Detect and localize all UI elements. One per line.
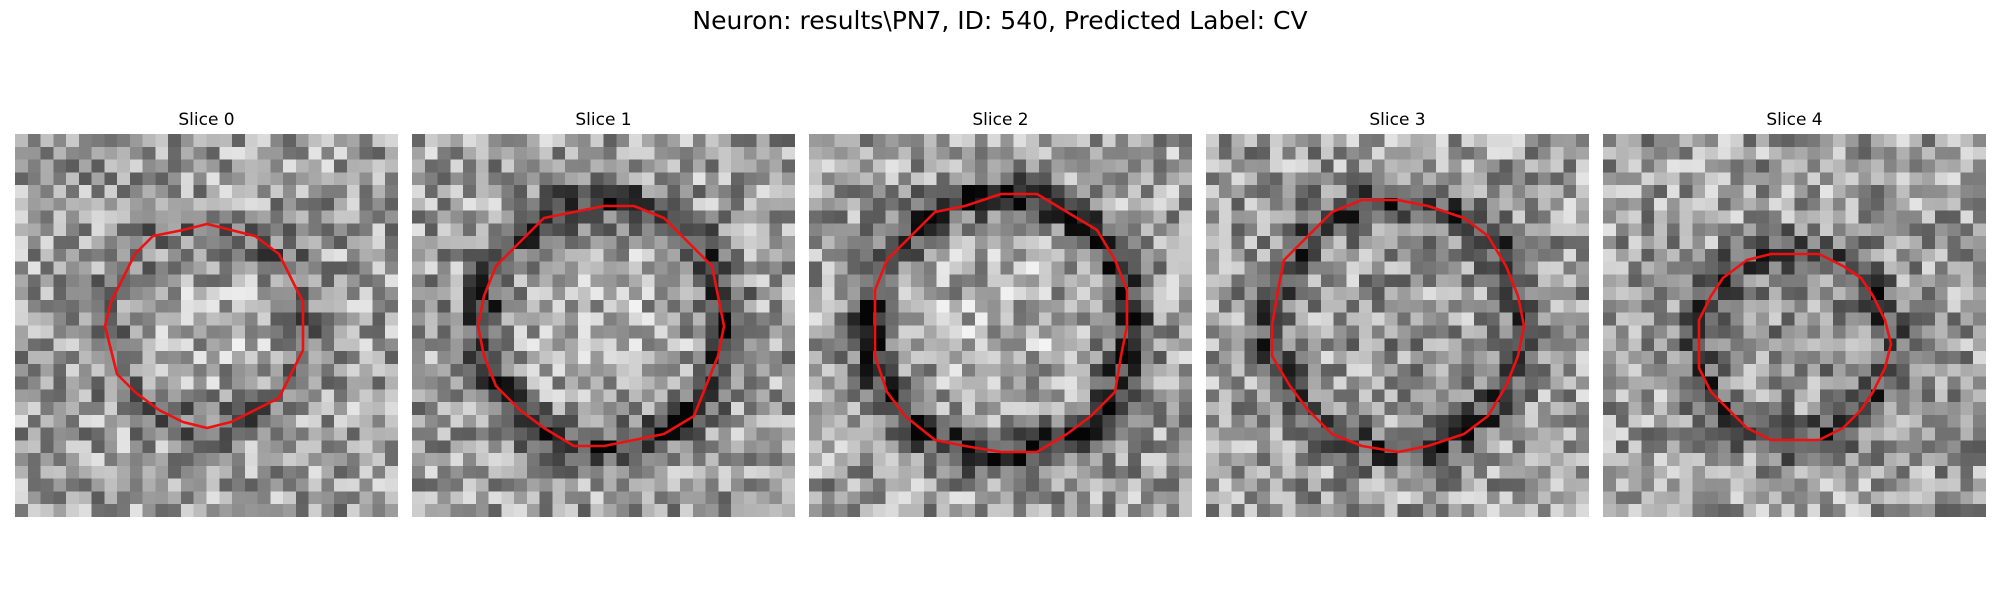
slice-2-panel: [809, 134, 1192, 517]
slice-4-contour: [1603, 134, 1986, 517]
slice-3-title: Slice 3: [1206, 110, 1589, 130]
slice-4-panel: [1603, 134, 1986, 517]
figure-title: Neuron: results\PN7, ID: 540, Predicted …: [0, 6, 2000, 35]
slice-1-contour: [412, 134, 795, 517]
slice-4-title: Slice 4: [1603, 110, 1986, 130]
slice-0-title: Slice 0: [15, 110, 398, 130]
slice-2-title: Slice 2: [809, 110, 1192, 130]
slice-2-contour: [809, 134, 1192, 517]
slice-0-panel: [15, 134, 398, 517]
slice-3-panel: [1206, 134, 1589, 517]
slice-1-title: Slice 1: [412, 110, 795, 130]
slice-1-panel: [412, 134, 795, 517]
slice-3-contour: [1206, 134, 1589, 517]
slice-0-contour: [15, 134, 398, 517]
